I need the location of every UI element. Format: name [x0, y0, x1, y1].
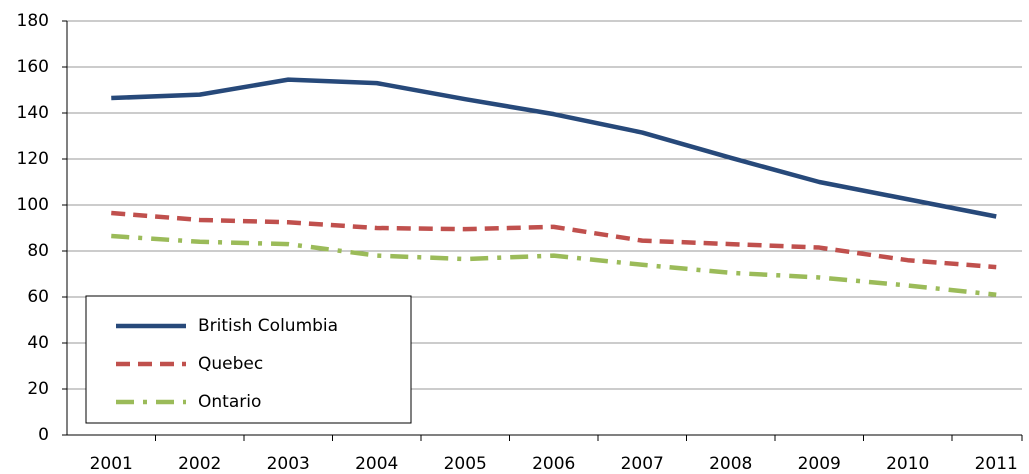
legend-label: British Columbia — [198, 316, 338, 336]
y-tick-label: 120 — [17, 149, 49, 169]
x-tick-label: 2003 — [267, 454, 310, 474]
x-tick-label: 2005 — [444, 454, 487, 474]
series-line — [111, 233, 997, 297]
y-tick-label: 0 — [38, 425, 49, 445]
y-tick-label: 60 — [27, 287, 49, 307]
x-tick-label: 2011 — [975, 454, 1018, 474]
series-line — [111, 77, 997, 219]
x-tick-label: 2004 — [355, 454, 398, 474]
y-tick-label: 160 — [17, 57, 49, 77]
x-tick-label: 2007 — [621, 454, 664, 474]
x-tick-label: 2009 — [798, 454, 841, 474]
x-tick-label: 2008 — [709, 454, 752, 474]
legend-label: Quebec — [198, 354, 263, 374]
legend-box — [85, 295, 412, 424]
legend: British Columbia Quebec Ontario — [85, 295, 412, 424]
legend-label: Ontario — [198, 392, 261, 412]
y-tick-label: 80 — [27, 241, 49, 261]
y-tick-label: 100 — [17, 195, 49, 215]
y-tick-label: 140 — [17, 103, 49, 123]
y-tick-label: 20 — [27, 379, 49, 399]
y-tick-label: 40 — [27, 333, 49, 353]
x-tick-label: 2002 — [178, 454, 221, 474]
y-tick-label: 180 — [17, 11, 49, 31]
x-tick-label: 2001 — [90, 454, 133, 474]
series-line — [111, 210, 997, 270]
x-tick-label: 2010 — [886, 454, 929, 474]
x-tick-label: 2006 — [532, 454, 575, 474]
